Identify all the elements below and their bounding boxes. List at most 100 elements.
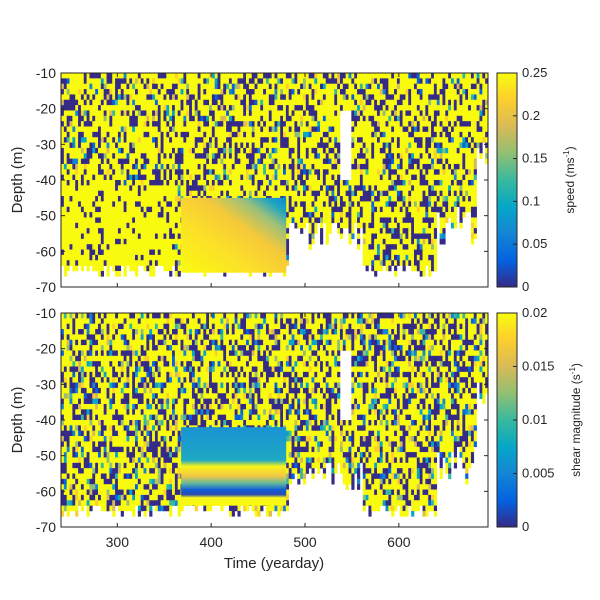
heatmap-cell — [462, 190, 466, 197]
heatmap-cell — [95, 265, 99, 272]
heatmap-cell — [268, 185, 272, 191]
heatmap-cell — [200, 169, 204, 175]
heatmap-cell — [354, 94, 358, 101]
heatmap-cell — [69, 249, 73, 256]
heatmap-cell — [291, 185, 295, 191]
heatmap-cell — [129, 153, 133, 159]
heatmap-cell — [246, 83, 250, 90]
heatmap-cell — [413, 137, 418, 143]
heatmap-cell — [103, 131, 107, 138]
heatmap-cell — [450, 99, 455, 106]
heatmap-cell — [285, 158, 290, 165]
heatmap-cell — [277, 126, 281, 133]
heatmap-cell — [260, 99, 264, 106]
heatmap-cell — [322, 78, 327, 84]
heatmap-cell — [470, 201, 475, 208]
heatmap-cell — [234, 137, 238, 143]
heatmap-cell — [331, 83, 335, 90]
heatmap-cell — [419, 126, 423, 133]
heatmap-cell — [98, 244, 102, 250]
heatmap-cell — [149, 78, 153, 84]
heatmap-cell — [149, 142, 153, 149]
heatmap-cell — [100, 196, 104, 202]
heatmap-cell — [83, 201, 87, 208]
heatmap-cell — [237, 185, 241, 191]
heatmap-cell — [374, 158, 378, 165]
heatmap-cell — [416, 212, 420, 218]
heatmap-cell — [456, 131, 460, 138]
heatmap-cell — [106, 73, 110, 79]
heatmap-cell — [388, 217, 392, 224]
heatmap-cell — [160, 94, 164, 101]
heatmap-cell — [157, 228, 161, 234]
heatmap-cell — [63, 174, 67, 181]
heatmap-cell — [325, 105, 329, 111]
heatmap-cell — [146, 244, 150, 250]
heatmap-cell — [257, 131, 261, 138]
heatmap-cell — [61, 238, 65, 245]
heatmap-cell — [126, 105, 130, 111]
heatmap-cell — [115, 163, 119, 170]
heatmap-cell — [456, 115, 460, 122]
heatmap-cell — [388, 89, 392, 95]
heatmap-cell — [305, 89, 309, 95]
heatmap-cell — [200, 83, 204, 90]
heatmap-cell — [436, 73, 440, 79]
heatmap-cell — [251, 83, 255, 90]
heatmap-cell — [413, 153, 418, 159]
heatmap-cell — [265, 153, 270, 159]
heatmap-cell — [140, 73, 144, 79]
heatmap-cell — [465, 121, 469, 127]
heatmap-cell — [359, 201, 364, 208]
heatmap-cell — [123, 83, 127, 90]
heatmap-cell — [78, 105, 82, 111]
heatmap-cell — [117, 254, 122, 261]
heatmap-cell — [265, 115, 270, 122]
heatmap-cell — [106, 228, 110, 234]
heatmap-cell — [209, 121, 213, 127]
heatmap-cell — [413, 89, 418, 95]
heatmap-cell — [334, 201, 338, 208]
heatmap-cell — [109, 105, 113, 111]
heatmap-cell — [75, 110, 79, 117]
heatmap-cell — [442, 83, 446, 90]
heatmap-cell — [408, 260, 412, 266]
heatmap-cell — [328, 110, 332, 117]
heatmap-cell — [396, 201, 401, 208]
heatmap-cell — [160, 174, 164, 181]
heatmap-cell — [465, 78, 469, 84]
heatmap-cell — [459, 212, 463, 218]
heatmap-cell — [78, 244, 82, 250]
heatmap-cell — [280, 158, 284, 165]
heatmap-cell — [112, 142, 116, 149]
heatmap-cell — [465, 169, 469, 175]
heatmap-cell — [433, 249, 438, 256]
heatmap-cell — [374, 190, 378, 197]
heatmap-cell — [103, 201, 107, 208]
heatmap-cell — [177, 169, 181, 175]
heatmap-cell — [112, 265, 116, 272]
heatmap-cell — [237, 94, 241, 101]
heatmap-cell — [445, 99, 449, 106]
heatmap-cell — [283, 126, 287, 133]
heatmap-cell — [63, 142, 67, 149]
heatmap-cell — [322, 158, 327, 165]
heatmap-cell — [382, 174, 386, 181]
heatmap-cell — [100, 228, 104, 234]
heatmap-cell — [223, 270, 227, 277]
heatmap-cell — [311, 228, 315, 234]
heatmap-cell — [69, 180, 73, 186]
heatmap-cell — [231, 83, 235, 90]
heatmap-cell — [402, 265, 406, 272]
heatmap-cell — [226, 126, 230, 133]
heatmap-cell — [394, 99, 398, 106]
heatmap-cell — [411, 73, 415, 79]
heatmap-cell — [365, 121, 369, 127]
heatmap-cell — [385, 94, 389, 101]
heatmap-cell — [368, 228, 372, 234]
heatmap-cell — [368, 158, 372, 165]
heatmap-cell — [348, 83, 352, 90]
heatmap-cell — [314, 180, 318, 186]
heatmap-cell — [243, 131, 247, 138]
heatmap-cell — [374, 196, 378, 202]
